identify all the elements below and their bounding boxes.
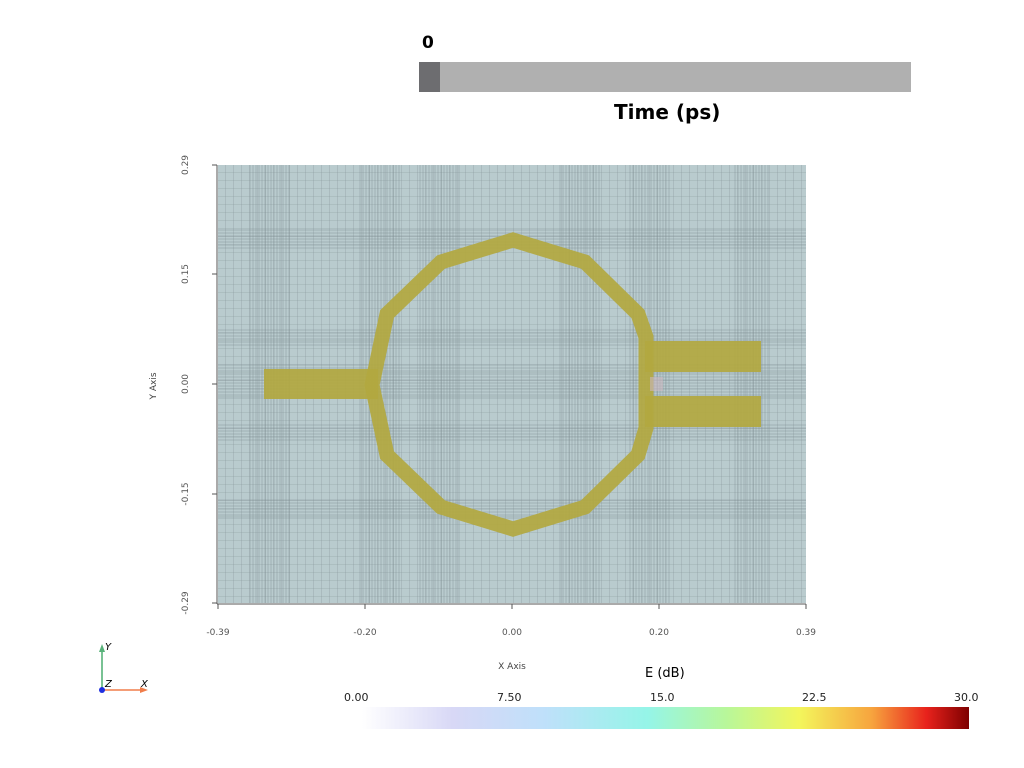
- time-slider-handle[interactable]: [419, 62, 440, 92]
- y-tick-label: 0.29: [181, 155, 191, 175]
- colorbar-gradient: [362, 707, 969, 729]
- x-tick-label: 0.00: [502, 628, 522, 638]
- output-feed-line-top: [645, 341, 761, 372]
- input-feed-line: [264, 369, 378, 399]
- x-tick-label: -0.20: [353, 628, 377, 638]
- triad-z-label: Z: [104, 679, 113, 690]
- x-arrow-head: [140, 687, 148, 693]
- colorbar-tick-label: 7.50: [497, 691, 522, 704]
- y-tick-label: 0.15: [181, 264, 191, 284]
- time-slider-title: Time (ps): [614, 100, 721, 124]
- port-marker: [650, 377, 663, 391]
- x-tick-label: -0.39: [206, 628, 230, 638]
- ring-resonator: [364, 232, 654, 537]
- triad-y-label: Y: [105, 642, 112, 653]
- time-slider-track[interactable]: [419, 62, 911, 92]
- colorbar-tick-label: 22.5: [802, 691, 827, 704]
- triad-x-label: X: [140, 679, 149, 690]
- output-feed-line-bottom: [645, 396, 761, 427]
- y-tick-label: -0.29: [181, 591, 191, 615]
- x-tick-label: 0.20: [649, 628, 669, 638]
- y-axis-label: Y Axis: [149, 372, 159, 400]
- y-tick-label: -0.15: [181, 482, 191, 505]
- x-axis-label: X Axis: [498, 662, 526, 672]
- x-tick-label: 0.39: [796, 628, 816, 638]
- colorbar-tick-label: 30.0: [954, 691, 979, 704]
- y-arrow-head: [99, 644, 105, 652]
- colorbar-tick-label: 15.0: [650, 691, 675, 704]
- colorbar-title: E (dB): [645, 666, 685, 681]
- colorbar-tick-label: 0.00: [344, 691, 369, 704]
- y-tick-label: 0.00: [181, 374, 191, 394]
- time-value-label: 0: [422, 33, 434, 53]
- x-axis-ticks: -0.39 -0.20 0.00 0.20 0.39: [206, 604, 816, 638]
- orientation-axes-widget: Y Z X: [99, 642, 149, 693]
- y-axis-ticks: 0.29 0.15 0.00 -0.15 -0.29: [181, 155, 217, 615]
- z-axis-dot: [99, 687, 105, 693]
